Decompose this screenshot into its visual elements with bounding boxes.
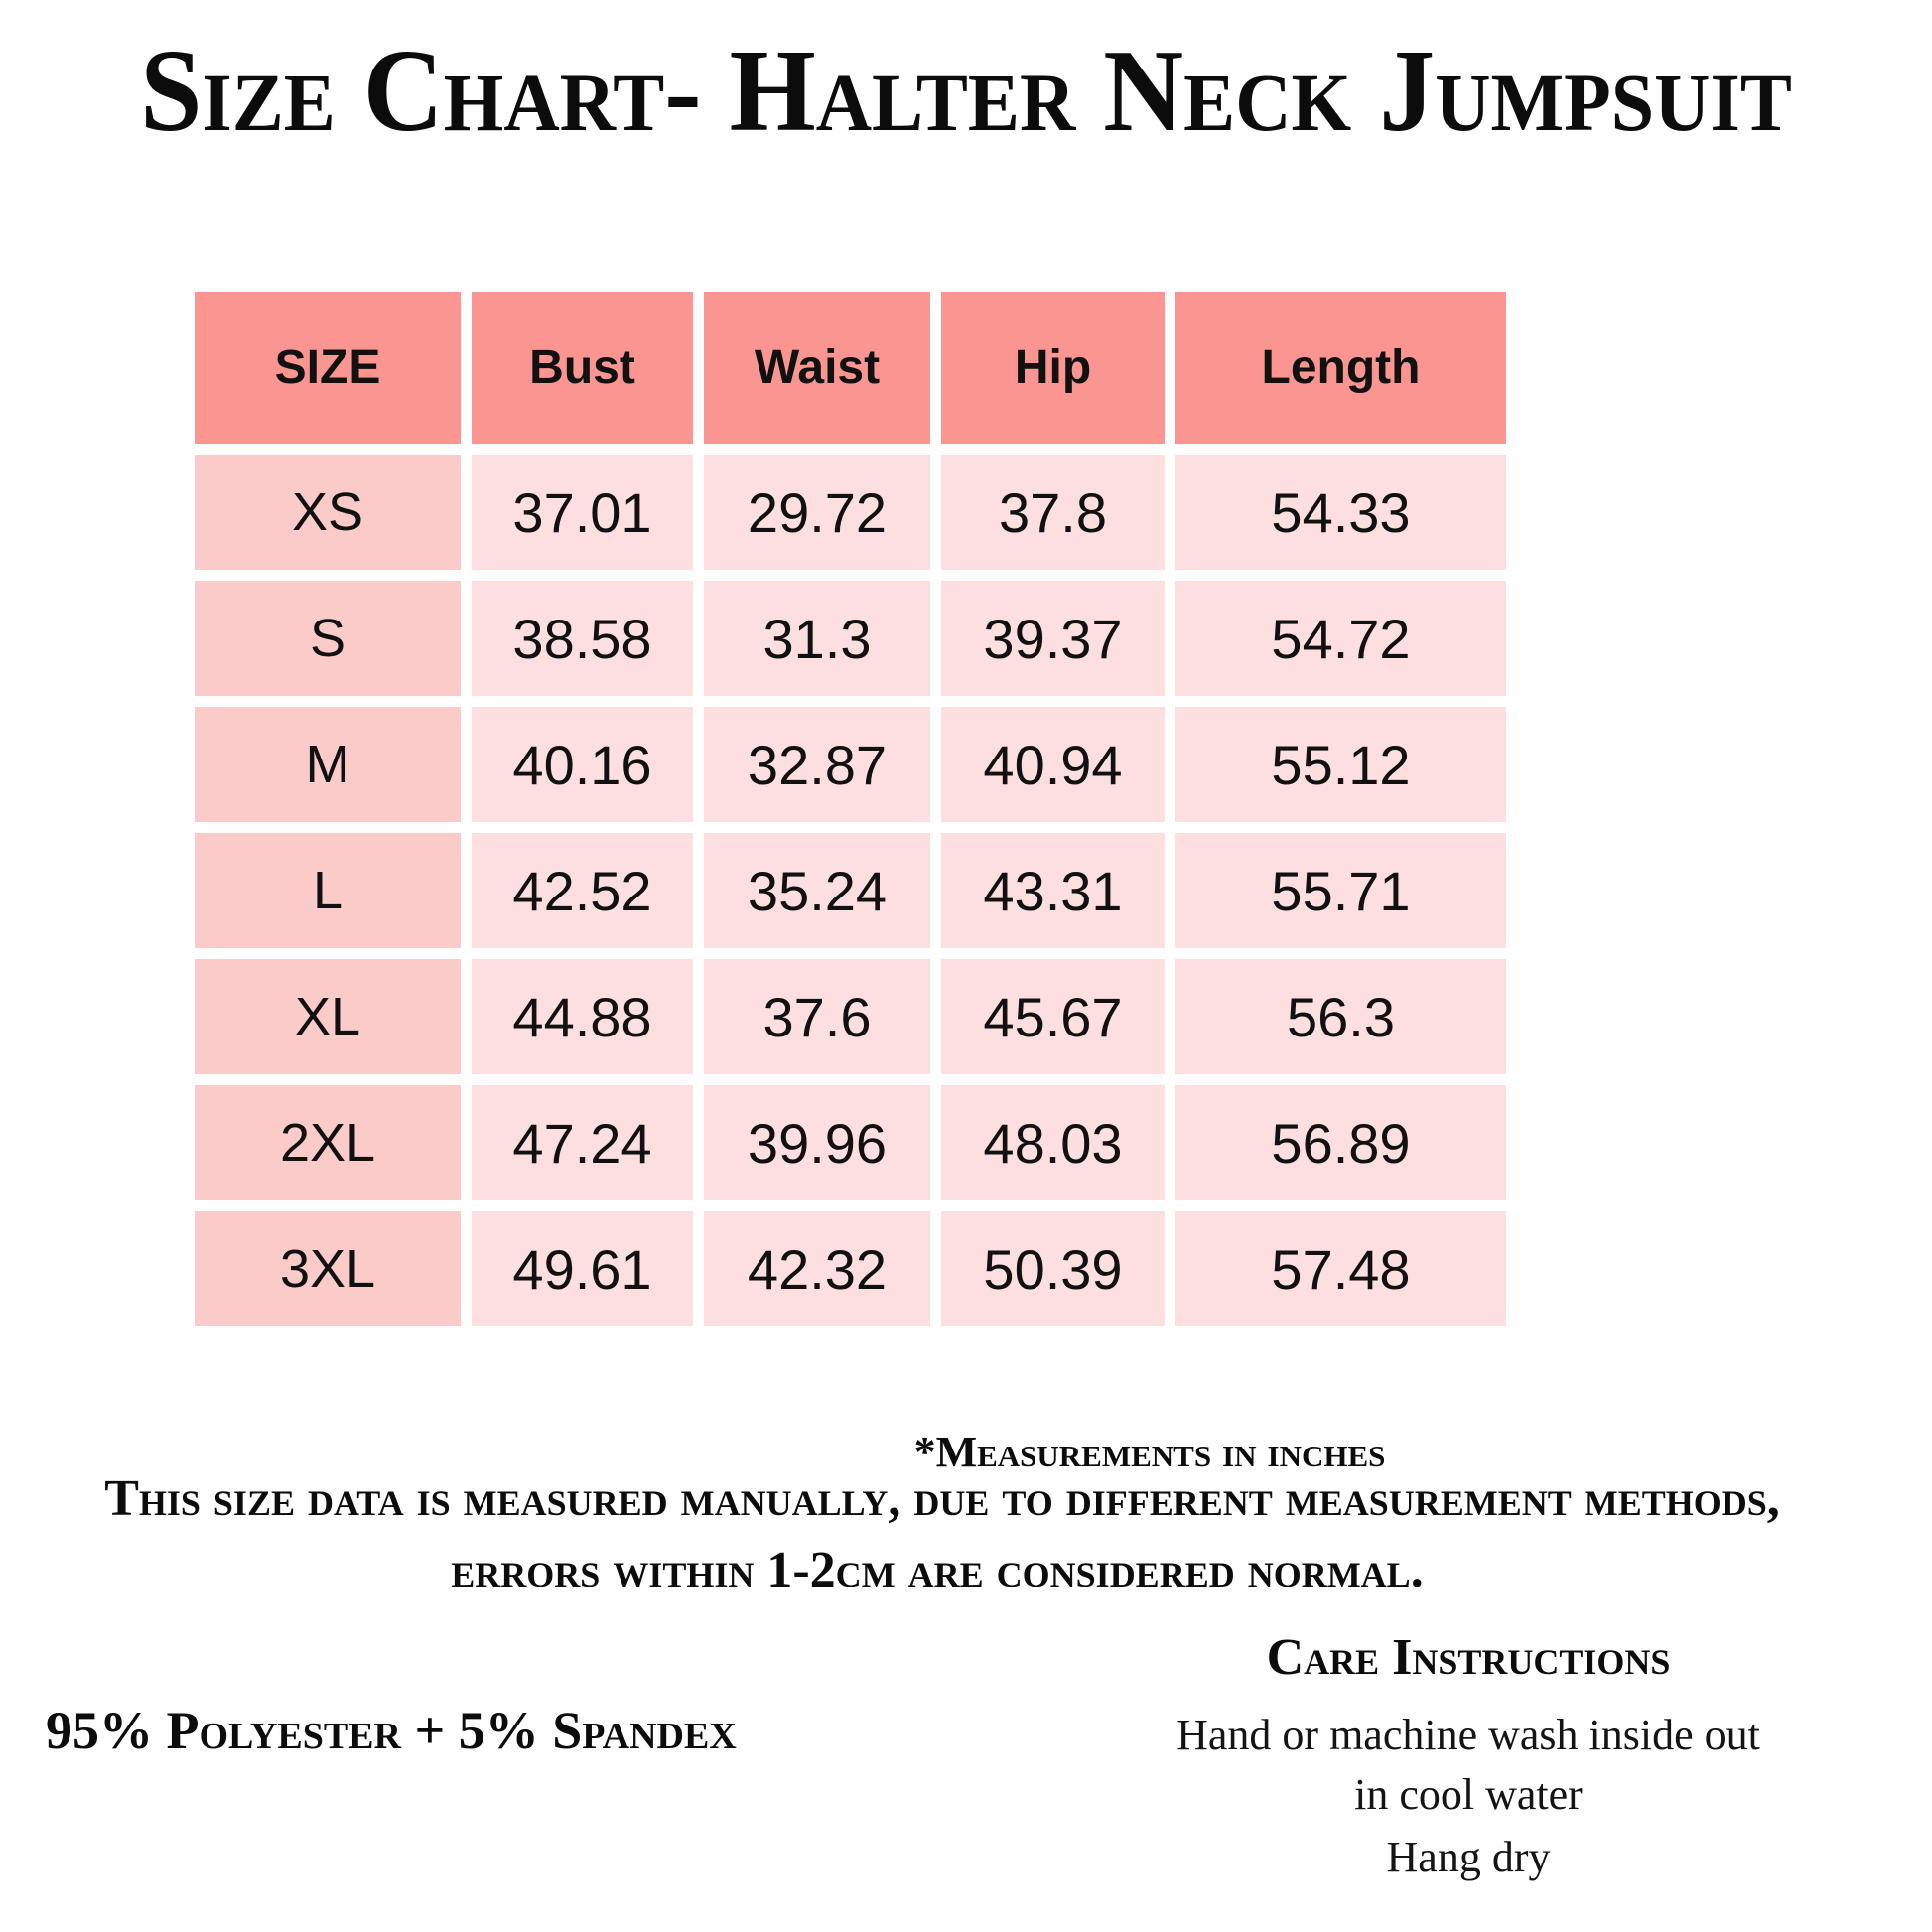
cell-m-bust: 40.16 xyxy=(472,707,693,822)
cell-xs-length: 54.33 xyxy=(1175,455,1506,570)
cell-l-length: 55.71 xyxy=(1175,833,1506,948)
header-cell-size: SIZE xyxy=(195,292,461,444)
header-cell-length: Length xyxy=(1175,292,1506,444)
cell-s-bust: 38.58 xyxy=(472,581,693,696)
cell-l-bust: 42.52 xyxy=(472,833,693,948)
header-cell-bust: Bust xyxy=(472,292,693,444)
cell-2xl-hip: 48.03 xyxy=(941,1085,1165,1200)
cell-xl-waist: 37.6 xyxy=(704,959,930,1074)
size-cell-3xl: 3XL xyxy=(195,1211,461,1326)
cell-xl-hip: 45.67 xyxy=(941,959,1165,1074)
cell-s-waist: 31.3 xyxy=(704,581,930,696)
size-cell-s: S xyxy=(195,581,461,696)
care-instruction-dry: Hang dry xyxy=(1386,1833,1551,1881)
cell-xl-bust: 44.88 xyxy=(472,959,693,1074)
cell-xs-hip: 37.8 xyxy=(941,455,1165,570)
size-cell-m: M xyxy=(195,707,461,822)
cell-xs-bust: 37.01 xyxy=(472,455,693,570)
cell-l-waist: 35.24 xyxy=(704,833,930,948)
cell-3xl-length: 57.48 xyxy=(1175,1211,1506,1326)
cell-s-length: 54.72 xyxy=(1175,581,1506,696)
cell-m-waist: 32.87 xyxy=(704,707,930,822)
size-chart-table: SIZE Bust Waist Hip Length XS 37.01 29.7… xyxy=(195,292,1506,1326)
cell-2xl-bust: 47.24 xyxy=(472,1085,693,1200)
disclaimer-line-1: This size data is measured manually, due… xyxy=(104,1470,1780,1527)
size-cell-xl: XL xyxy=(195,959,461,1074)
cell-m-hip: 40.94 xyxy=(941,707,1165,822)
care-instruction-water: in cool water xyxy=(1354,1770,1583,1819)
cell-l-hip: 43.31 xyxy=(941,833,1165,948)
care-instructions-heading: Care Instructions xyxy=(1266,1629,1671,1686)
cell-2xl-waist: 39.96 xyxy=(704,1085,930,1200)
size-cell-l: L xyxy=(195,833,461,948)
cell-s-hip: 39.37 xyxy=(941,581,1165,696)
size-cell-2xl: 2XL xyxy=(195,1085,461,1200)
care-instruction-wash: Hand or machine wash inside out xyxy=(1176,1711,1760,1759)
cell-3xl-hip: 50.39 xyxy=(941,1211,1165,1326)
cell-m-length: 55.12 xyxy=(1175,707,1506,822)
cell-3xl-waist: 42.32 xyxy=(704,1211,930,1326)
fabric-composition: 95% Polyester + 5% Spandex xyxy=(46,1701,737,1760)
cell-xs-waist: 29.72 xyxy=(704,455,930,570)
disclaimer-line-2: errors within 1-2cm are considered norma… xyxy=(451,1542,1424,1598)
size-cell-xs: XS xyxy=(195,455,461,570)
header-cell-waist: Waist xyxy=(704,292,930,444)
cell-xl-length: 56.3 xyxy=(1175,959,1506,1074)
measurements-units-note: *Measurements in inches xyxy=(913,1428,1386,1476)
cell-3xl-bust: 49.61 xyxy=(472,1211,693,1326)
cell-2xl-length: 56.89 xyxy=(1175,1085,1506,1200)
page-title: Size Chart- Halter Neck Jumpsuit xyxy=(140,26,1792,157)
header-cell-hip: Hip xyxy=(941,292,1165,444)
